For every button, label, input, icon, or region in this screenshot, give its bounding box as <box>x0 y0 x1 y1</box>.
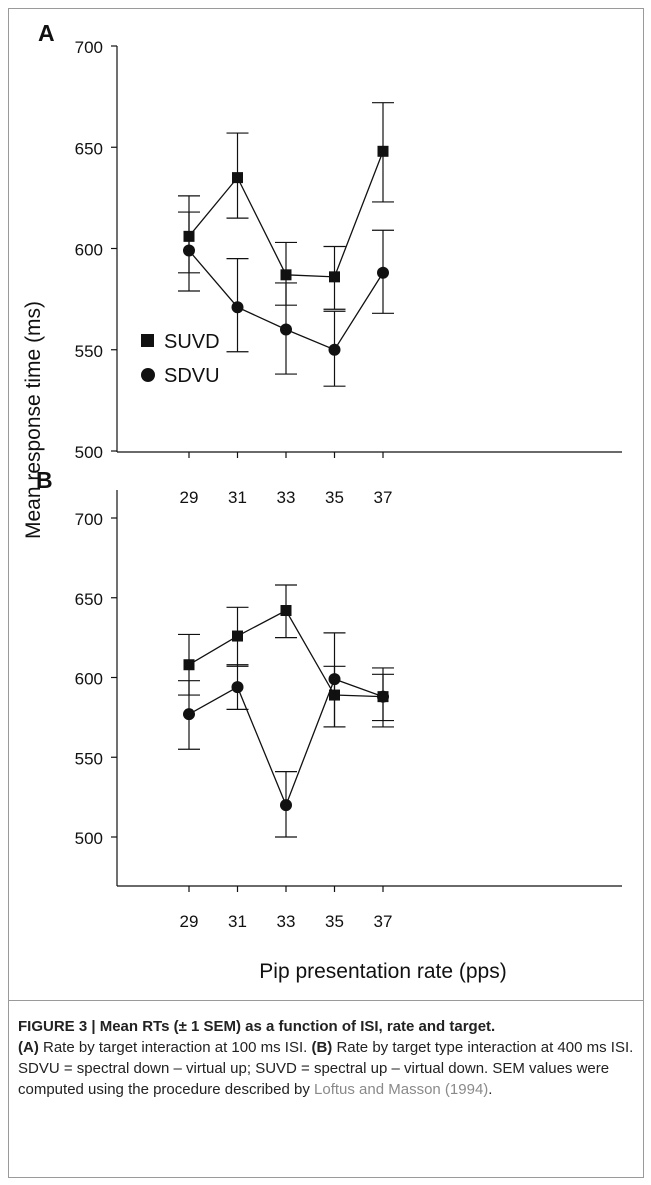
legend: SUVD SDVU <box>141 331 220 387</box>
data-point-sdvu <box>377 266 389 279</box>
caption-b-text: Rate by target type interaction at 400 m… <box>18 1039 634 1098</box>
data-point-suvd <box>183 659 195 671</box>
y-tick-label: 600 <box>75 670 103 689</box>
series-sdvu <box>178 632 394 838</box>
data-point-suvd <box>329 271 340 283</box>
y-axis-label: Mean response time (ms) <box>22 301 45 539</box>
x-tick-label: 29 <box>180 488 199 507</box>
y-tick-label: 650 <box>75 590 103 609</box>
legend-marker-suvd <box>141 334 154 347</box>
x-tick-label: 33 <box>277 912 296 931</box>
x-tick-label: 35 <box>325 488 344 507</box>
data-point-sdvu <box>328 673 341 686</box>
panel-a: A 500 550 600 650 700 29 31 33 35 37 <box>38 20 622 507</box>
caption-divider <box>8 1000 644 1001</box>
data-point-sdvu <box>183 708 195 721</box>
data-point-sdvu <box>377 690 389 703</box>
legend-label-sdvu: SDVU <box>164 365 220 387</box>
x-tick-label: 37 <box>374 912 393 931</box>
figure-frame <box>8 8 644 1178</box>
y-tick-label: 550 <box>75 342 103 361</box>
caption-a-text: Rate by target interaction at 100 ms ISI… <box>38 1039 312 1056</box>
x-tick-label: 31 <box>228 488 247 507</box>
caption-reference-link[interactable]: Loftus and Masson (1994) <box>314 1081 489 1098</box>
panel-label-a: A <box>38 20 55 46</box>
data-point-sdvu <box>280 799 292 812</box>
data-point-sdvu <box>328 343 341 356</box>
y-tick-label: 550 <box>75 749 103 768</box>
data-point-sdvu <box>231 681 244 694</box>
panel-b: B 500 550 600 650 700 29 31 33 35 37 <box>36 467 622 931</box>
series-suvd <box>178 102 394 310</box>
caption-b-label: (B) <box>311 1039 333 1056</box>
caption-title: FIGURE 3 | Mean RTs (± 1 SEM) as a funct… <box>18 1018 496 1035</box>
y-tick-label: 700 <box>75 38 103 57</box>
x-axis-label: Pip presentation rate (pps) <box>259 960 506 983</box>
caption-a-label: (A) <box>18 1039 39 1056</box>
data-point-sdvu <box>280 323 292 336</box>
data-point-sdvu <box>183 244 195 257</box>
chart-svg: Mean response time (ms) Pip presentation… <box>22 20 622 983</box>
data-point-suvd <box>232 630 243 642</box>
data-point-suvd <box>377 145 389 157</box>
y-tick-label: 650 <box>75 139 103 158</box>
data-point-sdvu <box>231 301 244 314</box>
y-tick-label: 700 <box>75 510 103 529</box>
x-tick-label: 37 <box>374 488 393 507</box>
legend-marker-sdvu <box>141 368 155 382</box>
y-tick-label: 500 <box>75 829 103 848</box>
y-tick-label: 500 <box>75 443 103 462</box>
x-tick-label: 33 <box>277 488 296 507</box>
legend-label-suvd: SUVD <box>164 331 220 353</box>
figure-caption: FIGURE 3 | Mean RTs (± 1 SEM) as a funct… <box>18 1016 636 1100</box>
data-point-suvd <box>232 172 243 184</box>
panel-label-b: B <box>36 467 53 493</box>
data-point-suvd <box>280 269 292 281</box>
x-tick-label: 31 <box>228 912 247 931</box>
panels: A 500 550 600 650 700 29 31 33 35 37 B 500 550 600 650 7… <box>36 20 622 931</box>
x-tick-label: 29 <box>180 912 199 931</box>
caption-end: . <box>488 1081 493 1098</box>
y-tick-label: 600 <box>75 241 103 260</box>
series-sdvu <box>178 211 394 387</box>
series-suvd <box>178 584 394 728</box>
x-tick-label: 35 <box>325 912 344 931</box>
data-point-suvd <box>280 605 292 617</box>
